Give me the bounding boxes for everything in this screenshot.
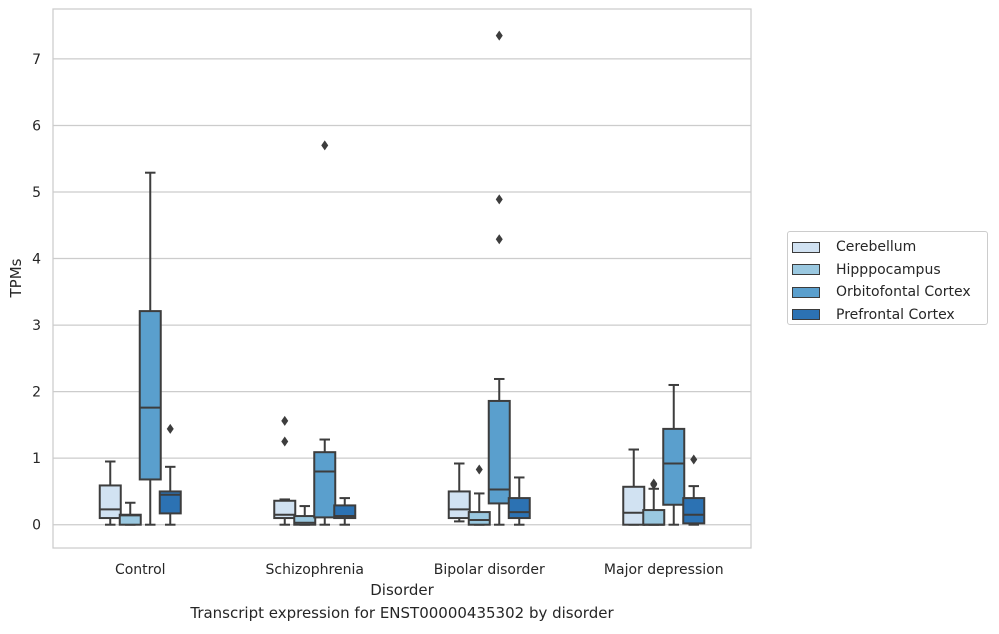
box-iqr <box>662 427 686 506</box>
outlier-point <box>495 234 503 245</box>
box-iqr <box>293 515 317 526</box>
x-tick-label: Major depression <box>604 562 724 578</box>
legend-swatch <box>792 241 820 253</box>
box-orbitofontal-cortex <box>138 171 162 526</box>
y-tick-label: 2 <box>32 385 41 401</box>
x-tick-label: Schizophrenia <box>266 562 364 578</box>
legend-swatch <box>792 286 820 298</box>
box-orbitofontal-cortex <box>487 30 511 526</box>
legend: Cerebellum Hipppocampus Orbitofontal Corte… <box>787 231 988 325</box>
y-tick-labels: 0 1 2 3 4 5 6 7 <box>32 52 41 534</box>
y-tick-label: 5 <box>32 185 41 201</box>
box-hipppocampus <box>293 505 317 526</box>
y-tick-label: 3 <box>32 318 41 334</box>
outlier-point <box>321 140 329 151</box>
box-iqr <box>642 509 666 526</box>
box-hipppocampus <box>118 501 142 526</box>
box-prefrontal-cortex <box>333 497 357 526</box>
box-cerebellum <box>622 448 646 526</box>
x-tick-label: Control <box>115 562 166 578</box>
box-iqr <box>98 484 122 520</box>
legend-label: Hipppocampus <box>836 261 941 278</box>
outlier-point <box>281 415 289 426</box>
legend-label: Prefrontal Cortex <box>836 306 955 323</box>
y-tick-label: 4 <box>32 252 41 268</box>
box-iqr <box>682 497 706 525</box>
legend-swatch <box>792 264 820 276</box>
box-prefrontal-cortex <box>507 476 531 526</box>
legend-item: Orbitofontal Cortex <box>792 281 987 304</box>
box-iqr <box>447 490 471 520</box>
y-axis-label: TPMs <box>7 258 25 298</box>
plot-frame <box>52 8 752 549</box>
box-hipppocampus <box>467 464 491 526</box>
legend-item: Cerebellum <box>792 236 987 259</box>
box-iqr <box>158 490 182 515</box>
y-gridlines <box>53 58 751 526</box>
y-tick-label: 7 <box>32 52 41 68</box>
plot-area <box>98 30 706 526</box>
outlier-point <box>495 30 503 41</box>
y-tick-label: 0 <box>32 518 41 534</box>
legend-item: Prefrontal Cortex <box>792 304 987 327</box>
box-iqr <box>622 485 646 526</box>
box-iqr <box>138 310 162 481</box>
box-iqr <box>313 451 337 519</box>
outlier-point <box>650 478 658 489</box>
box-hipppocampus <box>642 478 666 526</box>
y-tick-label: 1 <box>32 451 41 467</box>
x-axis-label: Disorder <box>370 581 434 599</box>
figure-caption: Transcript expression for ENST0000043530… <box>190 604 614 622</box>
box-orbitofontal-cortex <box>313 140 337 526</box>
y-tick-label: 6 <box>32 118 41 134</box>
box-orbitofontal-cortex <box>662 383 686 526</box>
box-cerebellum <box>273 415 297 526</box>
legend-label: Orbitofontal Cortex <box>836 284 971 301</box>
box-iqr <box>487 399 511 505</box>
x-tick-labels: Control Schizophrenia Bipolar disorder Majo… <box>115 562 724 578</box>
outlier-point <box>690 454 698 465</box>
outlier-point <box>475 464 483 475</box>
outlier-point <box>495 194 503 205</box>
box-prefrontal-cortex <box>682 454 706 526</box>
legend-item: Hipppocampus <box>792 259 987 282</box>
box-iqr <box>467 511 491 526</box>
box-cerebellum <box>98 460 122 526</box>
legend-swatch <box>792 309 820 321</box>
legend-label: Cerebellum <box>836 239 917 256</box>
box-iqr <box>333 504 357 520</box>
outlier-point <box>166 423 174 434</box>
x-tick-label: Bipolar disorder <box>434 562 545 578</box>
box-iqr <box>507 497 531 520</box>
box-cerebellum <box>447 462 471 523</box>
box-prefrontal-cortex <box>158 423 182 526</box>
outlier-point <box>281 436 289 447</box>
